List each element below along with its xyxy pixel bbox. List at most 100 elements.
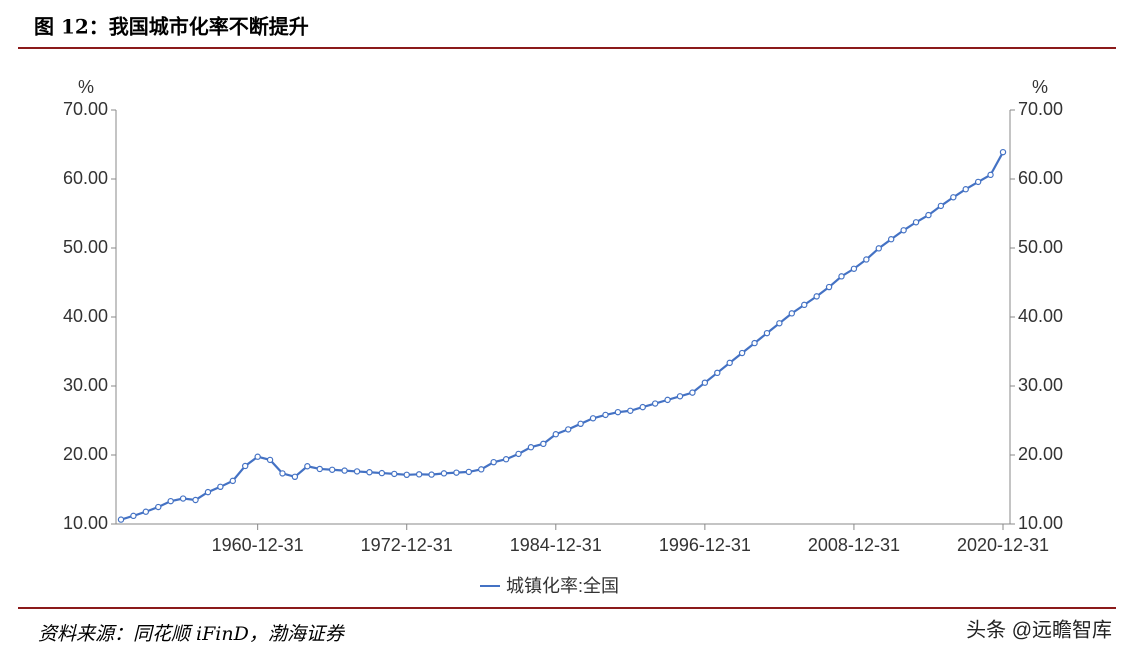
x-tick-label: 1984-12-31 <box>510 535 602 555</box>
point <box>155 503 162 511</box>
legend-label: 城镇化率:全国 <box>506 576 619 596</box>
point <box>304 463 311 470</box>
point <box>565 426 572 433</box>
point <box>999 148 1007 156</box>
x-tick-label: 2020-12-31 <box>957 535 1049 555</box>
point <box>925 211 932 219</box>
point <box>602 411 609 419</box>
point <box>502 456 510 463</box>
y-tick-label: 50.00 <box>63 237 108 257</box>
point <box>378 469 386 477</box>
point <box>353 468 361 475</box>
point <box>776 320 783 327</box>
point <box>478 466 485 473</box>
y-tick-label: 20.00 <box>63 444 108 464</box>
y2-tick-label: 10.00 <box>1018 513 1063 533</box>
y-tick-label: 10.00 <box>63 513 108 533</box>
point <box>167 497 174 505</box>
point <box>974 178 982 186</box>
source: 资料来源：同花顺 iFinD，渤海证券 <box>38 623 346 645</box>
point <box>428 471 435 478</box>
point <box>950 194 957 201</box>
point <box>204 488 212 496</box>
point <box>453 469 460 476</box>
y-unit: % <box>78 77 94 97</box>
point <box>614 408 622 416</box>
point <box>403 471 410 479</box>
point <box>254 453 261 460</box>
point <box>937 202 945 210</box>
point <box>962 186 969 193</box>
point <box>714 369 721 377</box>
x-tick-label: 1996-12-31 <box>659 535 751 555</box>
point <box>689 389 696 396</box>
point <box>440 470 448 477</box>
point <box>987 171 994 179</box>
y-tick-label: 60.00 <box>63 168 108 188</box>
y2-tick-label: 50.00 <box>1018 237 1063 257</box>
y-tick-label: 30.00 <box>63 375 108 395</box>
point <box>316 465 323 473</box>
point <box>465 468 473 476</box>
point <box>415 471 423 478</box>
point <box>912 219 920 226</box>
point <box>813 293 820 300</box>
point <box>676 393 684 400</box>
point <box>838 273 845 280</box>
point <box>391 470 398 478</box>
y2-unit: % <box>1032 77 1048 97</box>
point <box>279 470 286 477</box>
point <box>887 236 895 243</box>
point <box>291 473 299 481</box>
point <box>179 495 187 502</box>
point <box>801 301 808 309</box>
y2-tick-label: 30.00 <box>1018 375 1063 395</box>
point <box>589 415 597 422</box>
point <box>515 450 522 458</box>
point <box>577 420 584 428</box>
watermark: 头条 @远瞻智库 <box>966 618 1112 641</box>
point <box>751 339 758 347</box>
point <box>117 516 125 523</box>
point <box>217 483 224 491</box>
point <box>875 245 882 252</box>
point <box>863 256 870 263</box>
point <box>900 227 907 234</box>
y2-tick-label: 60.00 <box>1018 168 1063 188</box>
point <box>825 283 833 291</box>
y2-tick-label: 40.00 <box>1018 306 1063 326</box>
x-tick-label: 2008-12-31 <box>808 535 900 555</box>
point <box>328 466 336 473</box>
point <box>242 462 249 470</box>
point <box>527 444 535 451</box>
point <box>142 508 150 515</box>
point <box>192 496 199 504</box>
series-line <box>120 151 1004 521</box>
y-tick-label: 70.00 <box>63 99 108 119</box>
point <box>627 407 634 414</box>
point <box>341 467 348 474</box>
point <box>763 329 771 337</box>
y2-tick-label: 20.00 <box>1018 444 1063 464</box>
chart-title: 图 12：我国城市化率不断提升 <box>34 15 309 39</box>
point <box>540 440 547 448</box>
point <box>788 310 795 317</box>
x-tick-label: 1972-12-31 <box>361 535 453 555</box>
point <box>850 265 858 272</box>
point <box>552 431 559 438</box>
point <box>229 477 236 485</box>
y-tick-label: 40.00 <box>63 306 108 326</box>
point <box>738 349 746 357</box>
x-tick-label: 1960-12-31 <box>212 535 304 555</box>
point <box>366 469 373 476</box>
point <box>130 512 137 520</box>
point <box>490 458 497 466</box>
point <box>639 403 646 411</box>
y2-tick-label: 70.00 <box>1018 99 1063 119</box>
point <box>266 456 274 464</box>
point <box>701 379 709 386</box>
point <box>651 400 659 407</box>
point <box>664 396 671 404</box>
point <box>726 359 733 367</box>
